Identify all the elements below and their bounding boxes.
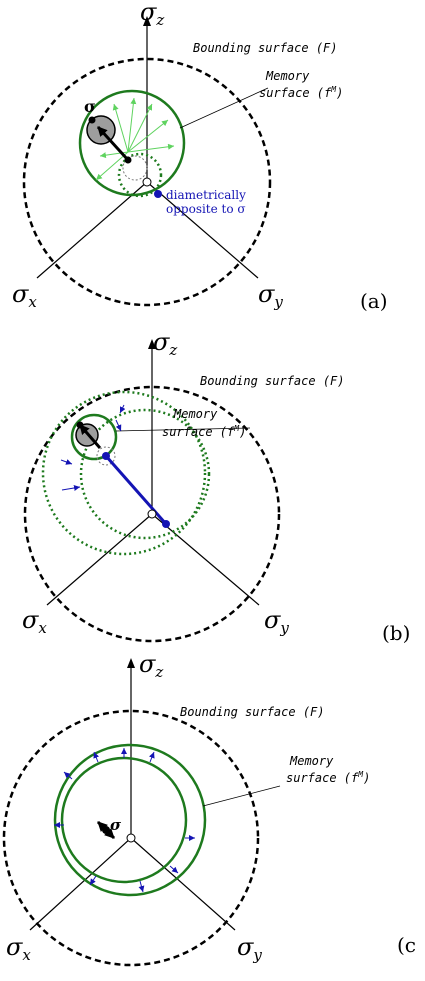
- panel-label-c: (c: [397, 933, 416, 957]
- axis-x-line-c: [29, 837, 132, 931]
- memory-surface-label-line2-a: surface (fM): [259, 85, 343, 100]
- blue-arrow-icon: [63, 771, 73, 780]
- stress-symbol-c: σ: [110, 816, 122, 834]
- stress-path-arrow-a: [96, 125, 130, 162]
- bounding-surface-label-c: Bounding surface (F): [180, 705, 325, 719]
- axis-label-x-a: σx: [12, 280, 37, 311]
- memory-surface-label-line1-b: Memory: [173, 407, 218, 421]
- origin-point-a: [142, 177, 152, 187]
- axis-label-x-c: σx: [6, 933, 31, 964]
- memory-surface-previous-large-b: [41, 390, 207, 556]
- panel-a: σz σx σy Bounding surface (F) Memory sur…: [12, 0, 388, 313]
- small-dotted-circle-a: [122, 155, 148, 181]
- panel-label-b: (b): [382, 621, 410, 645]
- green-arrow-icon: [127, 97, 137, 153]
- green-arrow-icon: [95, 151, 129, 181]
- axis-z-arrowhead-b: [148, 339, 156, 349]
- bounding-surface-c: [2, 709, 260, 967]
- panel-label-a: (a): [360, 289, 388, 313]
- axis-label-z-a: σz: [140, 0, 164, 29]
- memory-leader-line-a: [179, 87, 269, 129]
- memory-surface-label-line1-a: Memory: [265, 69, 310, 83]
- bounding-surface-label-b: Bounding surface (F): [200, 374, 345, 388]
- blue-arrow-icon: [169, 865, 179, 874]
- green-arrow-icon: [127, 143, 175, 153]
- memory-leader-line-b: [115, 427, 251, 432]
- expansion-arrows-b: [60, 404, 126, 491]
- memory-surface-label-line2-b: surface (fM): [162, 424, 246, 439]
- bounding-surface-a: [22, 57, 272, 307]
- blue-point-start-b: [102, 452, 110, 460]
- memory-leader-line-c: [202, 785, 281, 807]
- axis-z-arrowhead-c: [127, 658, 135, 668]
- axis-y-line-b: [151, 513, 260, 606]
- memory-surface-label-line2-c: surface (fM): [286, 770, 370, 785]
- memory-centre-point-a: [124, 156, 132, 164]
- axis-x-line-b: [46, 513, 153, 606]
- axis-z-arrowhead-a: [143, 16, 151, 26]
- annotation-line1-a: diametrically: [166, 188, 246, 202]
- blue-stress-path-b: [104, 455, 168, 525]
- panel-c: σz σx σy Bounding surface (F) Memory sur…: [2, 650, 416, 967]
- green-arrow-icon: [112, 103, 129, 153]
- expansion-arrows-c: [54, 748, 195, 893]
- memory-surface-label-line1-c: Memory: [289, 754, 334, 768]
- origin-point-b: [147, 509, 157, 519]
- memory-surface-inner-c: [60, 756, 188, 884]
- axis-label-z-b: σz: [153, 328, 177, 359]
- axis-label-y-c: σy: [237, 933, 262, 964]
- blue-point-end-b: [162, 520, 170, 528]
- axis-y-line-a: [146, 181, 259, 279]
- bounding-surface-b: [23, 385, 281, 643]
- axis-x-line-a: [36, 181, 148, 279]
- memory-surface-previous-medium-b: [79, 408, 211, 540]
- memory-surface-outer-c: [53, 743, 207, 897]
- stress-point-c: [102, 826, 110, 834]
- opposite-point-a: [154, 190, 162, 198]
- stress-point-a: [88, 116, 96, 124]
- blue-arrow-icon: [93, 751, 100, 763]
- panel-b: σz σx σy Bounding surface (F) Memory sur…: [22, 328, 410, 645]
- green-arrow-icon: [127, 119, 169, 153]
- blue-arrow-icon: [89, 875, 97, 886]
- blue-arrow-icon: [115, 419, 122, 432]
- axis-label-y-b: σy: [264, 606, 289, 637]
- blue-arrow-icon: [119, 404, 126, 414]
- blue-arrow-icon: [60, 459, 73, 465]
- small-dotted-circle-b: [96, 446, 116, 466]
- axis-y-line-c: [130, 837, 236, 931]
- blue-arrow-icon: [148, 751, 155, 763]
- blue-arrow-icon: [138, 880, 145, 893]
- axis-label-x-b: σx: [22, 606, 47, 637]
- stress-point-b: [76, 421, 84, 429]
- axis-label-z-c: σz: [139, 650, 163, 681]
- memory-surface-previous-a: [117, 152, 163, 198]
- origin-point-c: [126, 833, 136, 843]
- stress-symbol-a: σ: [84, 97, 96, 116]
- annotation-line2-a: opposite to σ: [166, 202, 246, 216]
- green-arrow-icon: [127, 103, 153, 153]
- stress-path-arrow-b: [78, 424, 102, 449]
- axis-label-y-a: σy: [258, 280, 283, 311]
- blue-arrow-icon: [61, 485, 81, 491]
- bounding-surface-label-a: Bounding surface (F): [193, 41, 338, 55]
- memory-surface-b: [70, 413, 118, 461]
